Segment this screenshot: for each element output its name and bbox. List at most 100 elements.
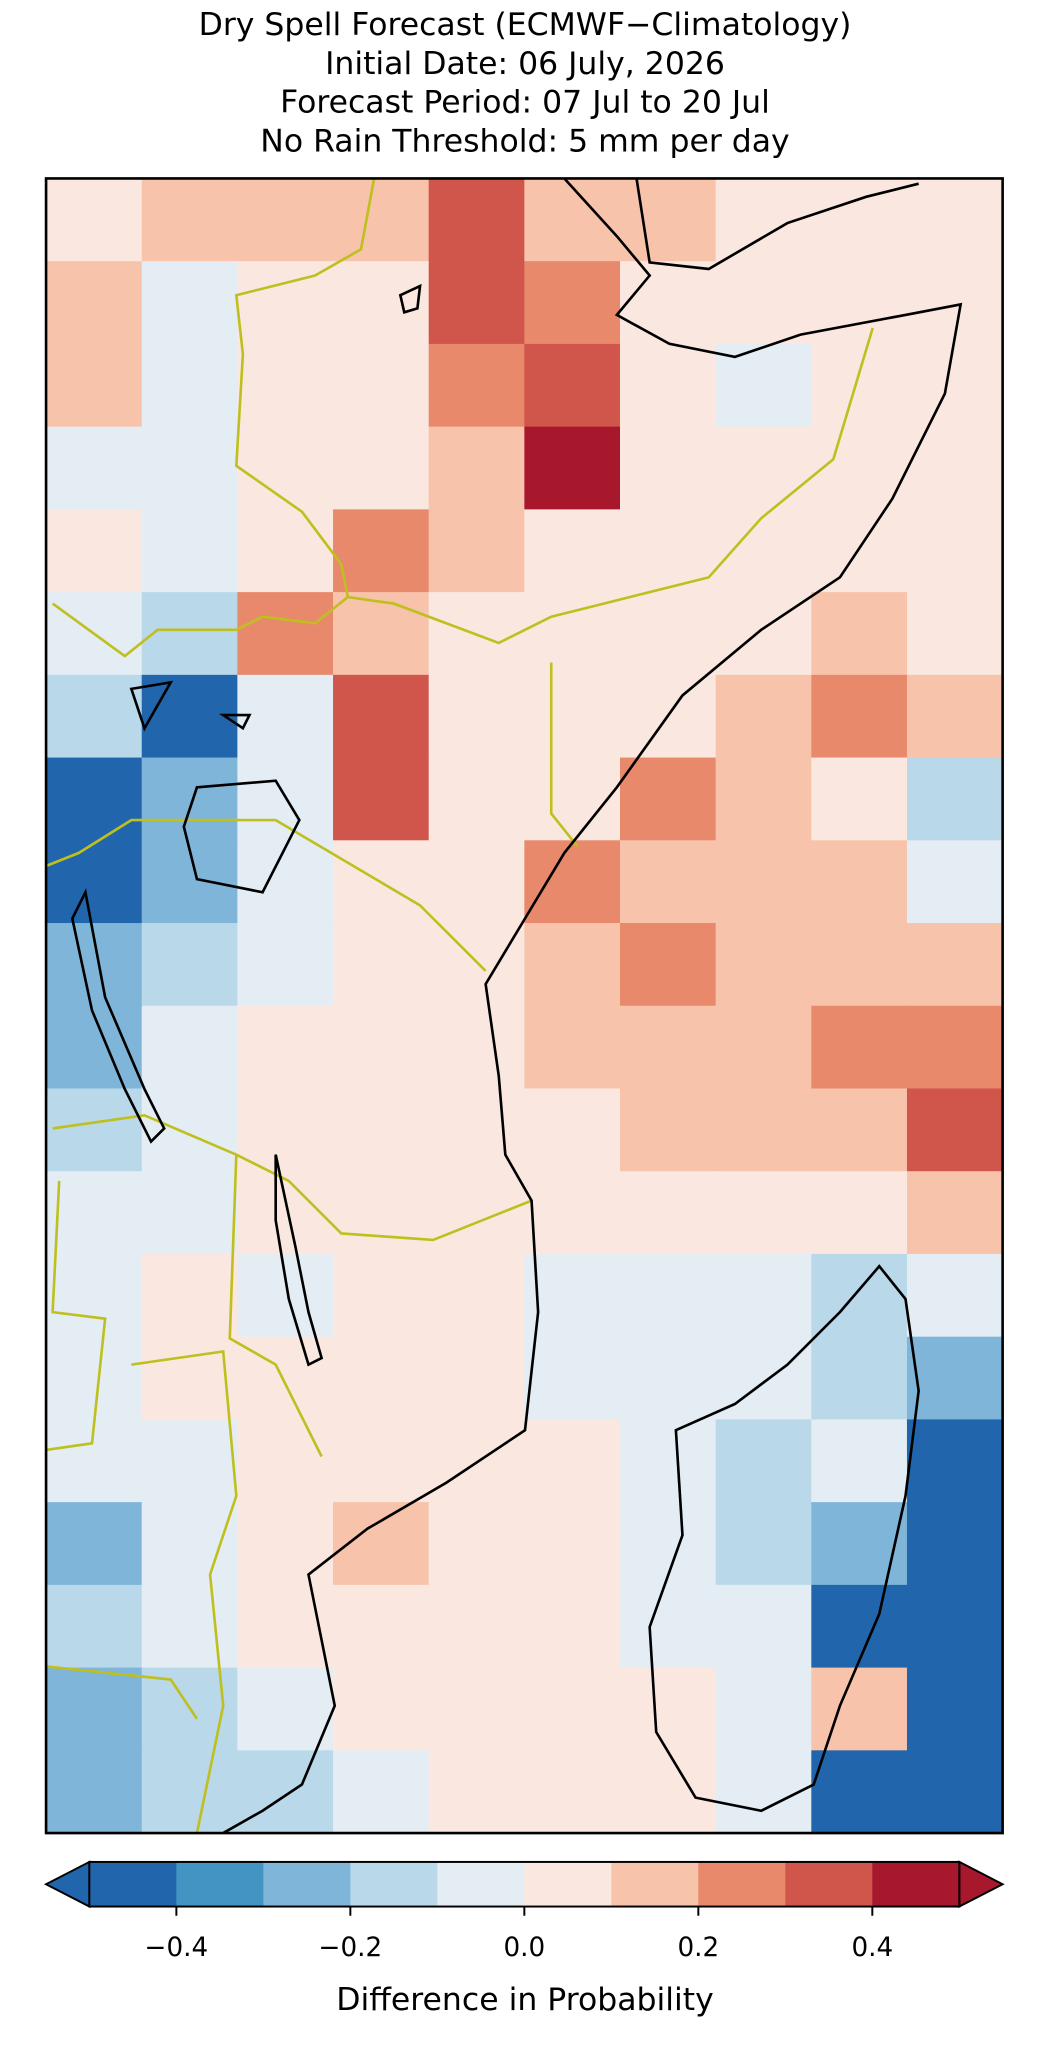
grid-cell (715, 1667, 812, 1751)
grid-cell (715, 1088, 812, 1172)
grid-cell (906, 343, 1004, 428)
grid-cell (333, 1667, 430, 1751)
colorbar-bin (263, 1861, 351, 1907)
grid-cell (141, 1088, 239, 1172)
grid-cell (524, 923, 621, 1007)
grid-cell (715, 1005, 812, 1090)
grid-cell (811, 1419, 908, 1503)
grid-cell (524, 1502, 621, 1586)
lake (274, 1154, 324, 1367)
grid-cell (619, 1088, 717, 1172)
grid-cell (141, 1253, 239, 1338)
grid-cell (811, 592, 908, 676)
grid-cell (141, 1005, 239, 1090)
grid-cell (428, 1088, 525, 1172)
grid-cell (141, 1750, 239, 1834)
colorbar-bin (437, 1861, 525, 1907)
grid-cell (619, 923, 717, 1007)
grid-cell (524, 261, 621, 345)
grid-cell (715, 426, 812, 511)
grid (46, 178, 1004, 1834)
grid-cell (524, 757, 621, 841)
grid-cell (46, 343, 143, 428)
grid-cell (906, 1253, 1004, 1338)
grid-cell (715, 1171, 812, 1255)
border (347, 327, 874, 645)
grid-cell (428, 1750, 525, 1834)
grid-cell (141, 343, 239, 428)
grid-cell (619, 178, 717, 262)
grid-cell (524, 840, 621, 924)
grid-cell (811, 178, 908, 262)
grid-cell (237, 343, 334, 428)
grid-cell (811, 1750, 908, 1834)
madagascar (648, 1264, 920, 1813)
grid-cell (333, 1005, 430, 1090)
grid-cell (237, 1419, 334, 1503)
colorbar-tick-label: 0.4 (851, 1933, 893, 1963)
grid-cell (141, 1171, 239, 1255)
grid-cell (46, 426, 143, 511)
grid-cell (715, 1419, 812, 1503)
grid-cell (619, 1005, 717, 1090)
colorbar-tick-label: −0.4 (145, 1933, 209, 1963)
grid-cell (333, 509, 430, 593)
grid-cell (715, 509, 812, 593)
border (45, 1154, 323, 1458)
grid-cell (619, 1419, 717, 1503)
grid-cell (428, 1502, 525, 1586)
grid-cell (906, 592, 1004, 676)
grid-cell (237, 426, 334, 511)
grid-cell (811, 1336, 908, 1421)
grid-cell (46, 178, 143, 262)
grid-cell (237, 1171, 334, 1255)
grid-cell (811, 261, 908, 345)
grid-cell (811, 1584, 908, 1669)
grid-cell (428, 674, 525, 759)
grid-cell (811, 840, 908, 924)
grid-cell (141, 674, 239, 759)
coastline (222, 177, 963, 1835)
chart-title: Dry Spell Forecast (ECMWF−Climatology) (199, 7, 852, 43)
grid-cell (237, 1005, 334, 1090)
grid-cell (906, 1171, 1004, 1255)
grid-cell (333, 1750, 430, 1834)
grid-cell (237, 923, 334, 1007)
grid-cell (906, 1750, 1004, 1834)
border (52, 1113, 533, 1242)
grid-cell (715, 674, 812, 759)
grid-cell (141, 757, 239, 841)
grid-cell (333, 1171, 430, 1255)
grid-cell (811, 923, 908, 1007)
border (45, 662, 579, 868)
grid-cell (237, 1750, 334, 1834)
grid-cell (333, 1336, 430, 1421)
grid-cell (46, 1088, 143, 1172)
grid-cell (141, 261, 239, 345)
grid-cell (906, 426, 1004, 511)
grid-cell (524, 1667, 621, 1751)
chart-title: Initial Date: 06 July, 2026 (325, 46, 725, 82)
colorbar-tick-label: 0.0 (503, 1933, 545, 1963)
grid-cell (619, 840, 717, 924)
grid-cell (333, 1419, 430, 1503)
border (45, 1350, 238, 1834)
grid-cell (715, 923, 812, 1007)
grid-cell (811, 343, 908, 428)
grid-cell (46, 1750, 143, 1834)
grid-cell (619, 1584, 717, 1669)
grid-cell (141, 1419, 239, 1503)
colorbar-label: Difference in Probability (336, 1982, 713, 2018)
grid-cell (811, 1171, 908, 1255)
grid-cell (46, 261, 143, 345)
grid-cell (619, 1667, 717, 1751)
grid-cell (619, 1171, 717, 1255)
grid-cell (524, 1088, 621, 1172)
colorbar-bin (89, 1861, 177, 1907)
grid-cell (46, 674, 143, 759)
grid-cell (428, 509, 525, 593)
grid-cell (428, 178, 525, 262)
grid-cell (428, 1253, 525, 1338)
colorbar-bin (698, 1861, 786, 1907)
grid-cell (237, 178, 334, 262)
